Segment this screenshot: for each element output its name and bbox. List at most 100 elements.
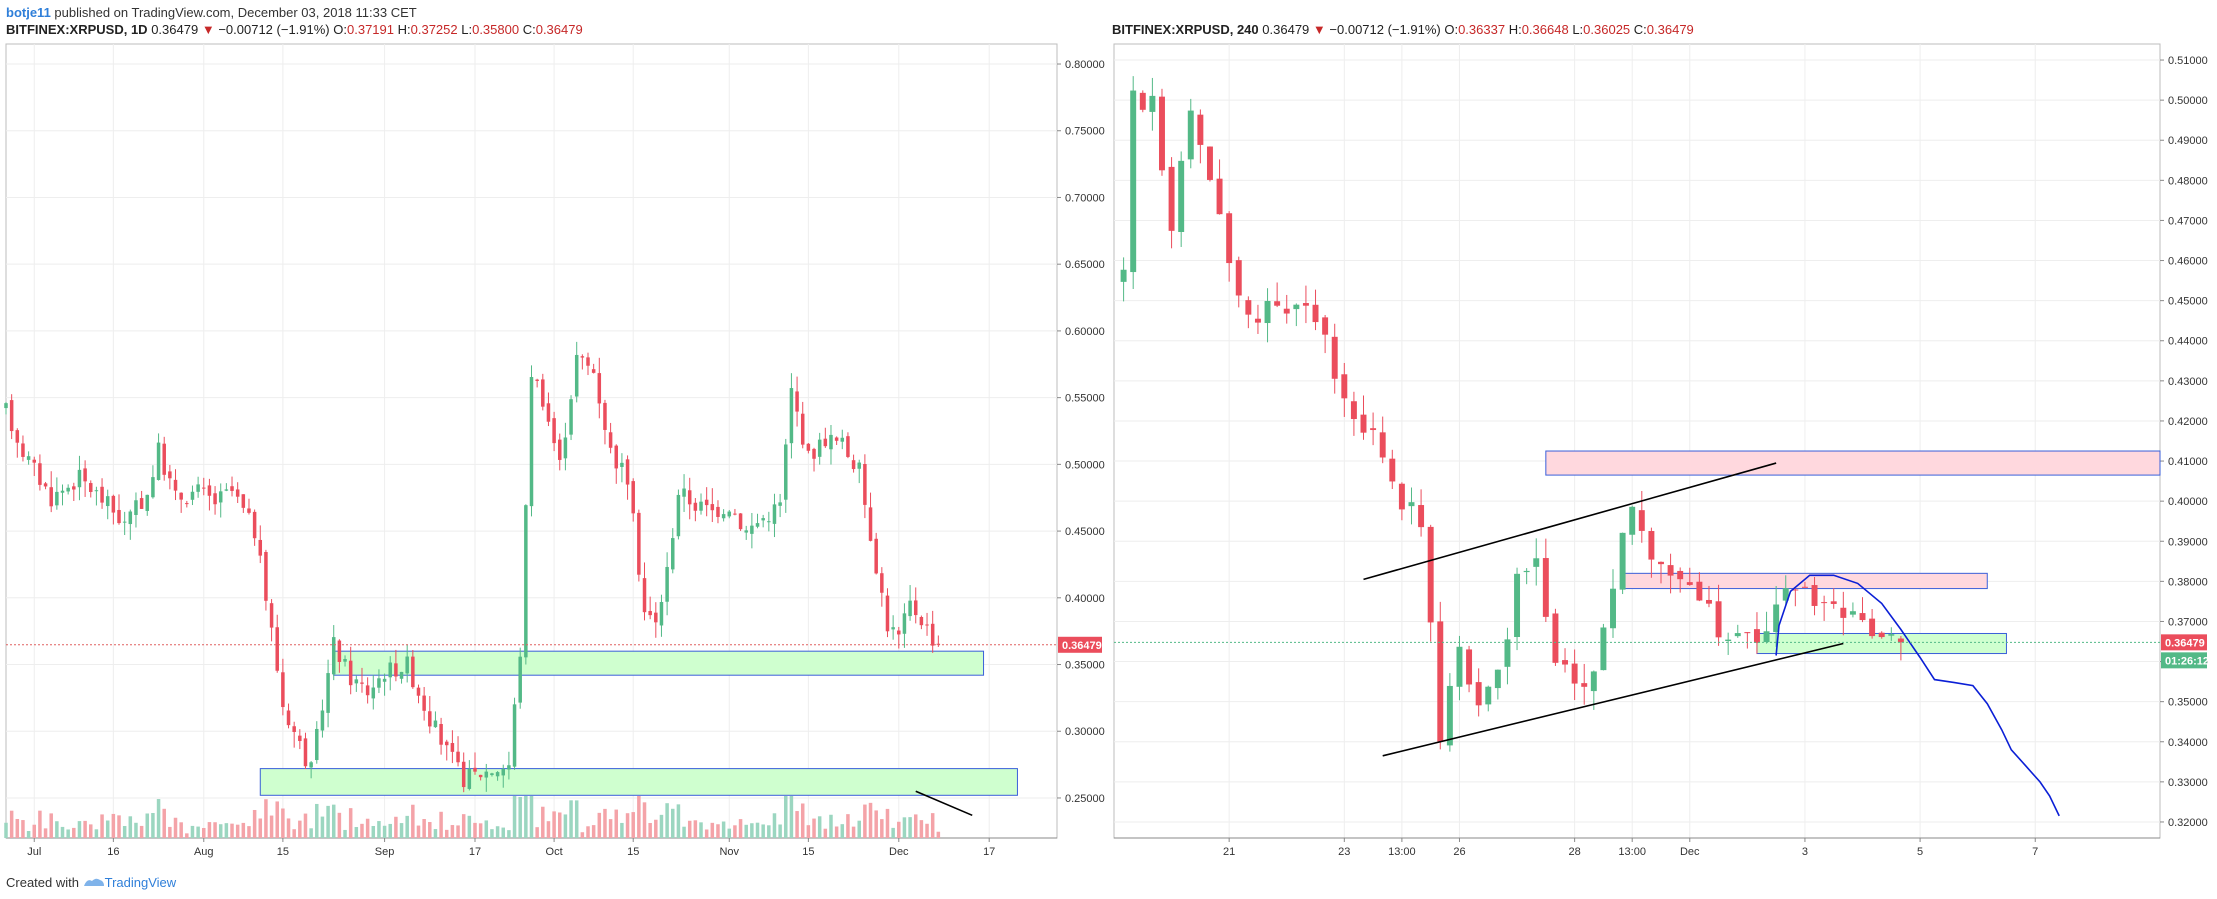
candle-down	[348, 660, 353, 686]
volume-bar	[693, 820, 698, 838]
volume-bar	[750, 823, 754, 838]
candle-down	[439, 723, 443, 745]
candle-down	[100, 486, 104, 503]
volume-bar	[60, 826, 65, 838]
candle-down	[252, 511, 257, 539]
volume-bar	[823, 828, 828, 838]
y-tick-label: 0.55000	[1065, 393, 1105, 405]
footer-created-with: Created with	[6, 875, 79, 890]
candle-down	[1274, 301, 1281, 306]
candle-down	[608, 432, 613, 448]
candle-down	[1715, 601, 1722, 638]
x-tick-label: 17	[983, 846, 995, 858]
candle-up	[750, 525, 754, 534]
candle-down	[851, 460, 856, 470]
candle-down	[292, 726, 296, 732]
candle-down	[936, 643, 941, 645]
tradingview-link[interactable]: TradingView	[104, 875, 177, 890]
y-tick-label: 0.35000	[1065, 660, 1105, 672]
candle-down	[1571, 663, 1578, 684]
volume-bar	[89, 824, 93, 838]
volume-bar	[704, 829, 709, 838]
volume-bar	[789, 796, 794, 838]
volume-bar	[111, 813, 116, 838]
volume-bar	[411, 804, 415, 838]
candle-down	[834, 437, 839, 441]
candle-down	[337, 640, 342, 662]
volume-bar	[230, 823, 234, 838]
candle-down	[179, 492, 183, 500]
y-tick-label: 0.50000	[2168, 95, 2208, 107]
candle-up	[1849, 611, 1856, 615]
candle-down	[552, 418, 556, 444]
candle-down	[1552, 613, 1559, 663]
candle-up	[574, 354, 579, 397]
candle-down	[558, 439, 562, 460]
volume-bar	[309, 828, 313, 838]
candle-up	[1590, 671, 1597, 692]
candle-down	[72, 486, 76, 490]
candle-down	[823, 438, 828, 447]
volume-bar	[83, 820, 87, 838]
author-link[interactable]: botje11	[6, 5, 51, 20]
volume-bar	[654, 819, 658, 838]
zone-box-green	[333, 650, 985, 676]
y-tick-label: 0.33000	[2168, 777, 2208, 789]
volume-bar	[94, 829, 99, 838]
candle-up	[1629, 506, 1636, 535]
candle-down	[1667, 565, 1674, 576]
volume-bar	[444, 829, 449, 838]
volume-bar	[394, 816, 398, 838]
candle-up	[524, 505, 528, 658]
x-tick-label: Jul	[27, 846, 41, 858]
candle-down	[1245, 300, 1252, 315]
candle-down	[235, 489, 240, 497]
daily-price-chart[interactable]: 0.80000 0.75000 0.70000 0.65000 0.60000 0.550…	[0, 40, 1110, 862]
candle-up	[77, 469, 82, 488]
candle-down	[1542, 558, 1549, 617]
x-tick-label: 3	[1802, 846, 1808, 858]
candle-up	[569, 399, 573, 435]
volume-bar	[919, 820, 924, 838]
candle-up	[1763, 631, 1770, 643]
volume-bar	[315, 803, 319, 838]
candle-down	[1686, 582, 1693, 585]
candle-down	[230, 486, 234, 491]
candle-up	[1264, 300, 1271, 324]
y-tick-label: 0.39000	[2168, 536, 2208, 548]
legend-close-label: C:	[1633, 22, 1647, 37]
volume-bar	[320, 816, 325, 838]
candle-down	[637, 512, 641, 575]
y-tick-label: 0.49000	[2168, 135, 2208, 147]
publish-header: botje11 published on TradingView.com, De…	[6, 5, 417, 20]
volume-bar	[529, 796, 534, 838]
volume-bar	[857, 820, 861, 838]
candle-up	[1773, 604, 1780, 633]
candle-down	[473, 767, 477, 772]
candle-down	[411, 656, 415, 688]
y-tick-label: 0.40000	[1065, 593, 1105, 605]
candle-up	[156, 442, 161, 480]
volume-bar	[682, 826, 686, 838]
volume-bar	[269, 815, 274, 838]
candle-down	[15, 430, 20, 443]
candle-up	[727, 511, 732, 517]
4h-price-chart[interactable]: 0.51000 0.50000 0.49000 0.48000 0.47000 0.460…	[1110, 40, 2217, 862]
candle-down	[43, 483, 48, 487]
candle-down	[591, 369, 596, 373]
candle-up	[507, 765, 511, 770]
candle-down	[303, 738, 308, 767]
volume-bar	[360, 823, 364, 838]
volume-bar	[755, 822, 760, 838]
volume-bar	[179, 822, 183, 838]
candle-down	[139, 498, 144, 509]
candle-down	[1648, 531, 1655, 560]
volume-bar	[117, 815, 121, 838]
volume-bar	[275, 801, 279, 838]
candle-up	[671, 538, 675, 570]
volume-bar	[484, 820, 489, 838]
legend-open: 0.37191	[347, 22, 394, 37]
candle-down	[597, 373, 602, 404]
candle-down	[812, 448, 816, 459]
candle-down	[281, 672, 285, 708]
